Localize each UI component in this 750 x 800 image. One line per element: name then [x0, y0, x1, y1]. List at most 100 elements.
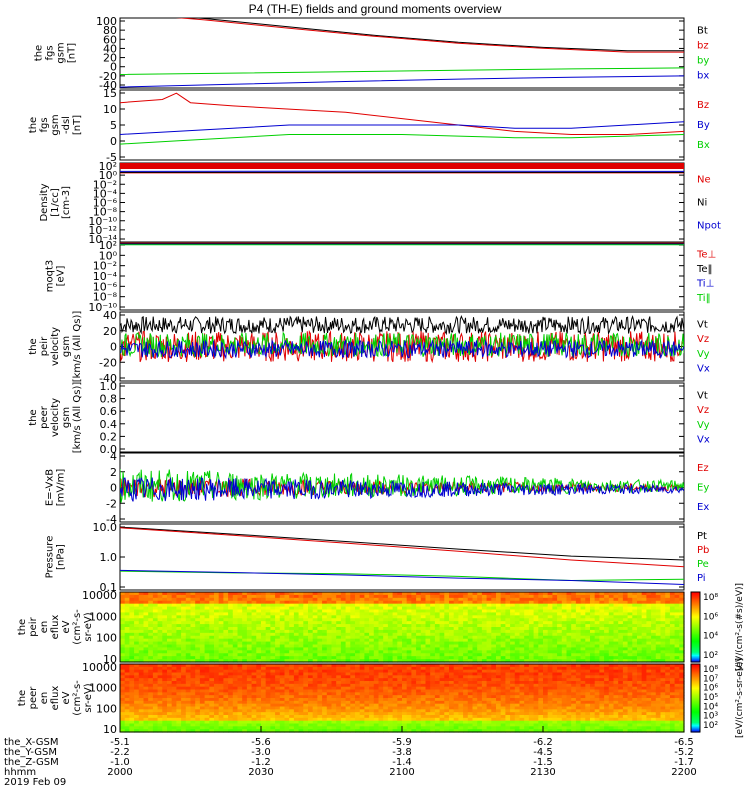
heatmap-cell — [613, 618, 619, 622]
heatmap-cell — [378, 669, 384, 674]
heatmap-cell — [387, 723, 394, 727]
heatmap-cell — [223, 650, 229, 654]
heatmap-cell — [152, 638, 159, 643]
heatmap-cell — [176, 650, 182, 654]
heatmap-cell — [246, 592, 253, 596]
heatmap-cell — [528, 606, 535, 611]
heatmap-cell — [444, 698, 450, 702]
heatmap-cell — [214, 638, 220, 643]
heatmap-cell — [185, 675, 192, 679]
heatmap-cell — [134, 659, 140, 663]
heatmap-cell — [373, 612, 380, 616]
heatmap-cell — [312, 683, 318, 688]
heatmap-cell — [331, 692, 337, 696]
heatmap-cell — [298, 669, 304, 674]
heatmap-cell — [463, 703, 469, 708]
heatmap-cell — [303, 715, 309, 719]
heatmap-cell — [383, 597, 389, 602]
heatmap-cell — [627, 653, 633, 657]
heatmap-cell — [434, 706, 441, 710]
heatmap-cell — [637, 624, 643, 628]
heatmap-cell — [674, 656, 680, 660]
heatmap-cell — [481, 618, 488, 622]
heatmap-cell — [439, 726, 445, 730]
heatmap-cell — [458, 706, 464, 710]
heatmap-cell — [279, 659, 286, 663]
heatmap-cell — [176, 627, 182, 631]
heatmap-cell — [312, 644, 318, 649]
heatmap-cell — [317, 698, 323, 702]
heatmap-cell — [246, 726, 253, 730]
heatmap-cell — [242, 689, 248, 693]
heatmap-cell — [472, 653, 478, 657]
heatmap-cell — [397, 632, 403, 637]
heatmap-cell — [176, 603, 182, 608]
heatmap-cell — [467, 621, 474, 625]
heatmap-cell — [646, 641, 652, 646]
heatmap-cell — [646, 603, 652, 608]
heatmap-cell — [411, 612, 417, 616]
y-tick-label: 0 — [110, 482, 117, 495]
heatmap-cell — [604, 609, 610, 614]
heatmap-cell — [326, 594, 333, 599]
heatmap-cell — [251, 666, 257, 671]
heatmap-cell — [430, 653, 436, 657]
heatmap-cell — [519, 600, 525, 605]
heatmap-cell — [359, 644, 365, 649]
heatmap-cell — [228, 606, 234, 611]
heatmap-cell — [218, 621, 224, 625]
heatmap-cell — [129, 624, 135, 628]
heatmap-cell — [571, 632, 577, 637]
heatmap-cell — [590, 603, 596, 608]
heatmap-cell — [129, 729, 135, 733]
heatmap-cell — [265, 695, 271, 699]
heatmap-cell — [345, 678, 351, 682]
heatmap-cell — [613, 656, 619, 660]
heatmap-cell — [364, 653, 370, 657]
heatmap-cell — [543, 606, 549, 611]
heatmap-cell — [472, 717, 478, 722]
heatmap-cell — [651, 594, 657, 599]
heatmap-cell — [655, 603, 662, 608]
y-axis-label: [nPa] — [56, 544, 67, 570]
heatmap-cell — [411, 609, 417, 614]
heatmap-cell — [613, 644, 619, 649]
heatmap-cell — [298, 692, 304, 696]
heatmap-cell — [303, 686, 309, 691]
heatmap-cell — [538, 635, 544, 640]
heatmap-cell — [444, 664, 450, 668]
heatmap-cell — [364, 644, 370, 649]
y-axis-label: gsm — [56, 42, 67, 63]
heatmap-cell — [322, 706, 328, 710]
heatmap-cell — [364, 650, 370, 654]
heatmap-cell — [246, 672, 253, 676]
heatmap-cell — [228, 723, 234, 727]
heatmap-cell — [590, 644, 596, 649]
heatmap-cell — [402, 706, 408, 710]
heatmap-cell — [275, 689, 281, 693]
heatmap-cell — [331, 698, 337, 702]
heatmap-cell — [599, 618, 605, 622]
heatmap-cell — [491, 635, 497, 640]
heatmap-cell — [312, 729, 318, 733]
heatmap-cell — [378, 632, 384, 637]
heatmap-cell — [552, 632, 558, 637]
heatmap-cell — [467, 700, 474, 705]
heatmap-cell — [561, 597, 568, 602]
heatmap-cell — [284, 672, 290, 676]
heatmap-cell — [411, 597, 417, 602]
heatmap-cell — [430, 650, 436, 654]
heatmap-cell — [246, 717, 253, 722]
heatmap-cell — [557, 644, 563, 649]
heatmap-cell — [392, 715, 398, 719]
heatmap-cell — [359, 627, 365, 631]
heatmap-cell — [467, 666, 474, 671]
heatmap-cell — [458, 641, 464, 646]
heatmap-cell — [350, 644, 356, 649]
heatmap-cell — [467, 606, 474, 611]
heatmap-cell — [167, 715, 173, 719]
heatmap-cell — [279, 629, 286, 634]
heatmap-cell — [655, 592, 662, 596]
heatmap-cell — [599, 653, 605, 657]
heatmap-cell — [420, 618, 427, 622]
